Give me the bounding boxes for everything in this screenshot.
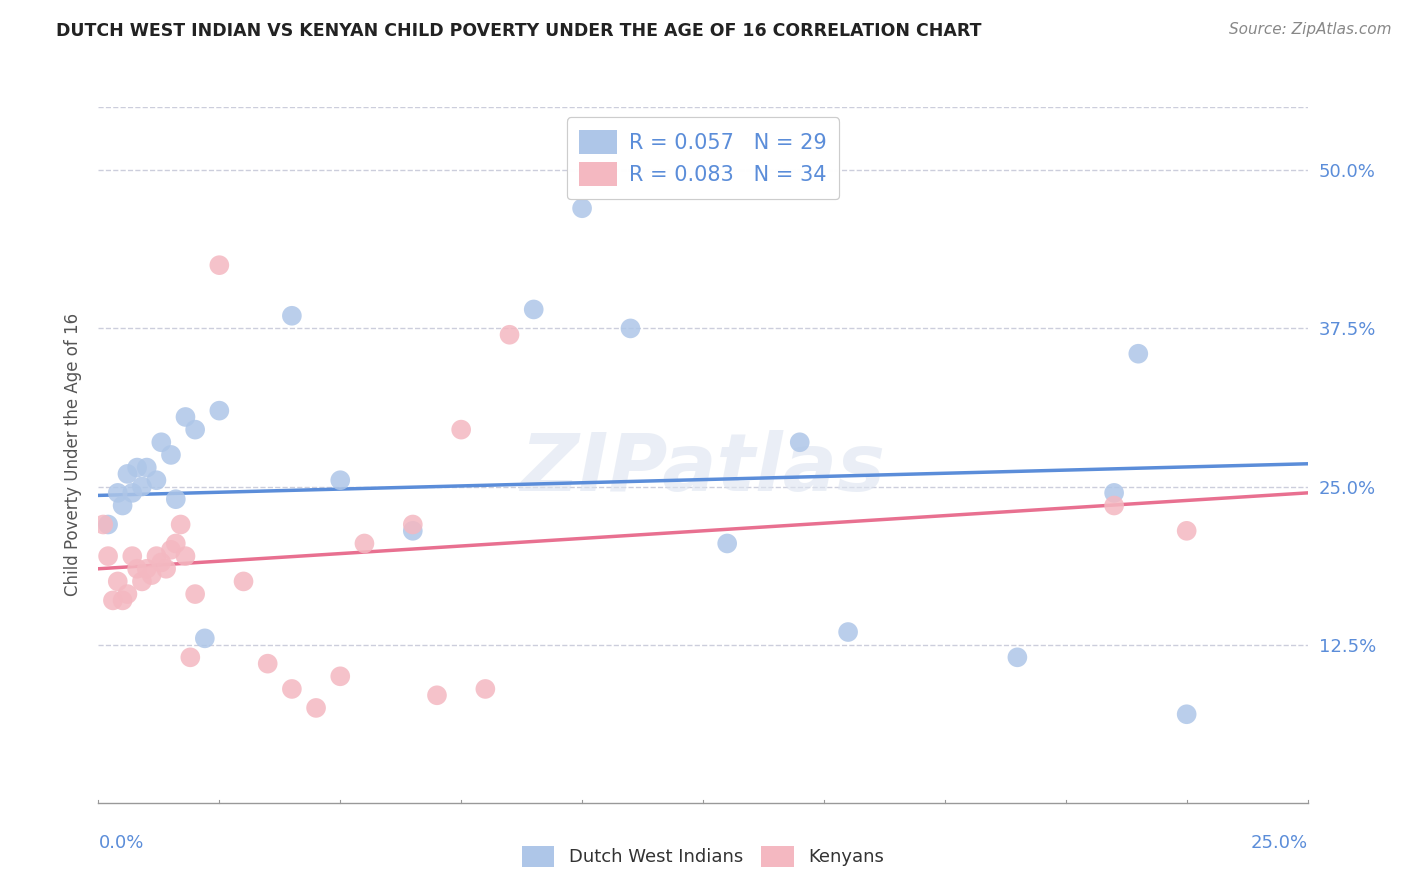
Point	[121, 486, 143, 500]
Point	[107, 486, 129, 500]
Point	[353, 536, 375, 550]
Text: 25.0%: 25.0%	[1250, 834, 1308, 852]
Point	[329, 473, 352, 487]
Point	[117, 467, 139, 481]
Point	[174, 549, 197, 563]
Point	[194, 632, 217, 646]
Point	[498, 327, 520, 342]
Point	[426, 688, 449, 702]
Text: 0.0%: 0.0%	[98, 834, 143, 852]
Text: DUTCH WEST INDIAN VS KENYAN CHILD POVERTY UNDER THE AGE OF 16 CORRELATION CHART: DUTCH WEST INDIAN VS KENYAN CHILD POVERT…	[56, 22, 981, 40]
Point	[174, 409, 197, 424]
Point	[117, 587, 139, 601]
Point	[837, 625, 859, 640]
Point	[160, 542, 183, 557]
Point	[107, 574, 129, 589]
Point	[111, 499, 134, 513]
Point	[121, 549, 143, 563]
Point	[184, 587, 207, 601]
Point	[1102, 499, 1125, 513]
Legend: R = 0.057   N = 29, R = 0.083   N = 34: R = 0.057 N = 29, R = 0.083 N = 34	[567, 118, 839, 199]
Point	[256, 657, 278, 671]
Text: Source: ZipAtlas.com: Source: ZipAtlas.com	[1229, 22, 1392, 37]
Point	[165, 536, 187, 550]
Point	[155, 562, 177, 576]
Point	[135, 562, 157, 576]
Point	[91, 517, 114, 532]
Point	[131, 574, 153, 589]
Point	[281, 309, 304, 323]
Point	[145, 549, 167, 563]
Point	[141, 568, 163, 582]
Point	[150, 556, 173, 570]
Point	[127, 460, 149, 475]
Point	[232, 574, 254, 589]
Point	[571, 201, 593, 215]
Point	[165, 492, 187, 507]
Point	[474, 681, 496, 696]
Point	[169, 517, 191, 532]
Point	[450, 423, 472, 437]
Point	[135, 460, 157, 475]
Point	[131, 479, 153, 493]
Point	[97, 549, 120, 563]
Point	[184, 423, 207, 437]
Legend: Dutch West Indians, Kenyans: Dutch West Indians, Kenyans	[515, 838, 891, 874]
Point	[402, 517, 425, 532]
Point	[329, 669, 352, 683]
Point	[208, 258, 231, 272]
Point	[101, 593, 124, 607]
Point	[1128, 347, 1150, 361]
Point	[111, 593, 134, 607]
Point	[1007, 650, 1029, 665]
Point	[208, 403, 231, 417]
Text: ZIPatlas: ZIPatlas	[520, 430, 886, 508]
Y-axis label: Child Poverty Under the Age of 16: Child Poverty Under the Age of 16	[63, 313, 82, 597]
Point	[789, 435, 811, 450]
Point	[523, 302, 546, 317]
Point	[305, 701, 328, 715]
Point	[281, 681, 304, 696]
Point	[145, 473, 167, 487]
Point	[150, 435, 173, 450]
Point	[1175, 707, 1198, 722]
Point	[97, 517, 120, 532]
Point	[127, 562, 149, 576]
Point	[1175, 524, 1198, 538]
Point	[716, 536, 738, 550]
Point	[619, 321, 641, 335]
Point	[402, 524, 425, 538]
Point	[1102, 486, 1125, 500]
Point	[179, 650, 201, 665]
Point	[160, 448, 183, 462]
